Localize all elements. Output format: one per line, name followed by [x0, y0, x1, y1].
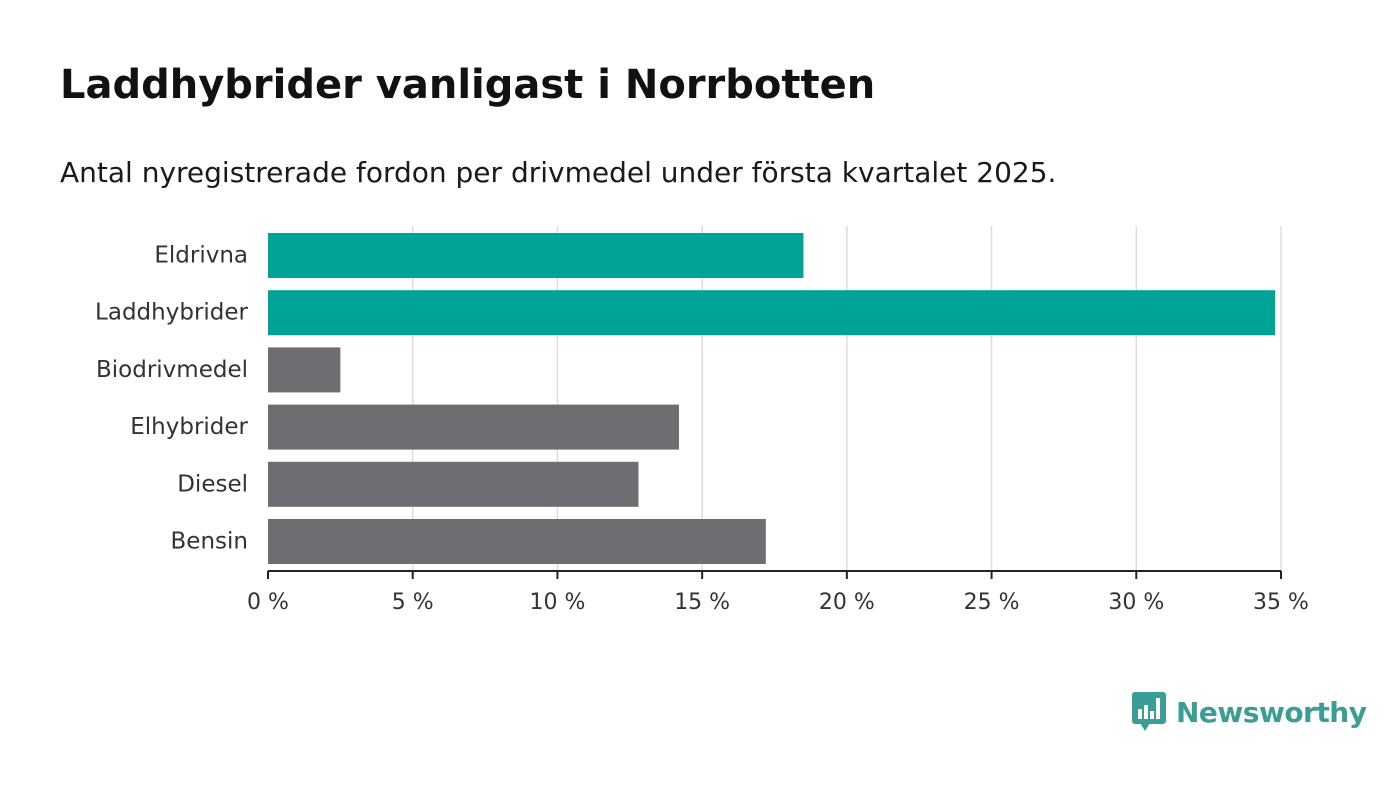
- x-tick-label: 15 %: [674, 590, 730, 615]
- chart-subtitle: Antal nyregistrerade fordon per drivmede…: [60, 156, 1057, 189]
- category-label: Laddhybrider: [95, 300, 248, 326]
- bar-diesel: [268, 461, 639, 507]
- x-tick-label: 10 %: [529, 590, 585, 615]
- x-tick-label: 0 %: [247, 590, 289, 615]
- bar-laddhybrider: [268, 290, 1276, 336]
- x-tick-label: 35 %: [1253, 590, 1309, 615]
- bar-chart-speech-bubble-icon: [1132, 692, 1166, 731]
- x-tick-label: 20 %: [819, 590, 875, 615]
- x-tick-label: 5 %: [392, 590, 434, 615]
- category-label: Elhybrider: [130, 414, 248, 440]
- category-label: Bensin: [171, 529, 248, 555]
- category-label: Diesel: [177, 471, 248, 497]
- grid-lines: [411, 226, 1282, 571]
- bar-bensin: [268, 519, 766, 564]
- category-label: Biodrivmedel: [96, 357, 248, 383]
- category-labels: Eldrivna Laddhybrider Biodrivmedel Elhybrid…: [95, 243, 248, 555]
- chart-title: Laddhybrider vanligast i Norrbotten: [60, 62, 876, 108]
- x-tick-label: 30 %: [1108, 590, 1164, 615]
- bars: [268, 233, 1276, 564]
- category-label: Eldrivna: [154, 243, 248, 269]
- brand-logo: Newsworthy: [1132, 690, 1367, 734]
- bar-eldrivna: [268, 233, 804, 278]
- x-tick-label: 25 %: [964, 590, 1020, 615]
- x-axis: 0 % 5 % 10 % 15 % 20 % 25 % 30 % 35 %: [247, 570, 1309, 615]
- bar-biodrivmedel: [268, 347, 341, 393]
- brand-name: Newsworthy: [1176, 695, 1367, 729]
- bar-elhybrider: [268, 404, 679, 450]
